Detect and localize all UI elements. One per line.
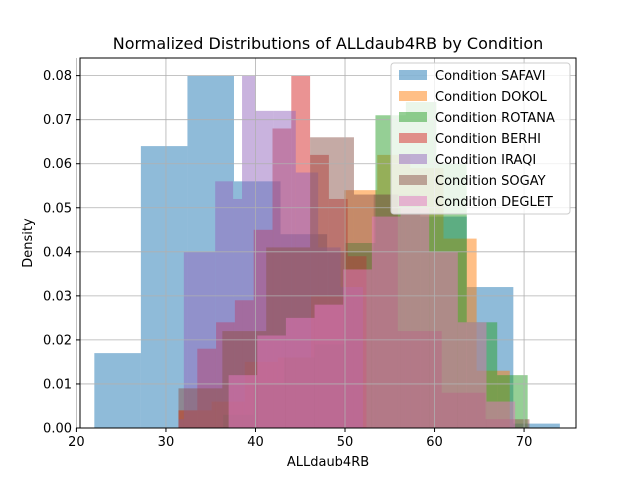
x-tick-label: 20	[68, 435, 85, 450]
histogram-bar	[257, 335, 286, 428]
histogram-bar	[371, 216, 401, 428]
histogram-bar	[457, 322, 487, 428]
legend-label: Condition SOGAY	[435, 174, 546, 189]
legend-label: Condition DEGLET	[435, 195, 553, 210]
histogram-bar	[486, 401, 516, 428]
histogram-bar	[343, 269, 372, 428]
x-axis-label: ALLdaub4RB	[287, 455, 369, 470]
y-tick-label: 0.00	[43, 422, 72, 437]
y-tick-label: 0.01	[43, 377, 72, 392]
y-axis-label: Density	[21, 218, 36, 268]
histogram-bar	[178, 388, 223, 428]
legend-label: Condition BERHI	[435, 132, 541, 147]
histogram-bar	[513, 423, 560, 428]
y-tick-label: 0.03	[43, 289, 72, 304]
legend: Condition SAFAVI Condition DOKOL Condition…	[390, 62, 571, 215]
histogram-bar	[285, 317, 315, 428]
legend-swatch	[399, 154, 427, 164]
legend-swatch	[399, 133, 427, 143]
histogram-bar	[400, 207, 430, 428]
histogram-bar	[94, 353, 141, 428]
legend-label: Condition ROTANA	[435, 111, 555, 126]
x-tick-label: 40	[247, 435, 264, 450]
chart-title: Normalized Distributions of ALLdaub4RB b…	[113, 34, 544, 53]
y-tick-label: 0.02	[43, 333, 72, 348]
x-tick-label: 60	[426, 435, 443, 450]
legend-swatch	[399, 112, 427, 122]
y-tick-label: 0.04	[43, 245, 72, 260]
y-tick-label: 0.07	[43, 113, 72, 128]
legend-swatch	[399, 70, 427, 80]
legend-swatch	[399, 196, 427, 206]
histogram-bar	[314, 304, 344, 428]
legend-swatch	[399, 175, 427, 185]
histogram-bar	[140, 146, 188, 428]
y-tick-label: 0.05	[43, 201, 72, 216]
x-tick-label: 50	[337, 435, 354, 450]
legend-box	[390, 62, 571, 215]
histogram-bars	[94, 75, 560, 429]
legend-label: Condition DOKOL	[435, 90, 547, 105]
legend-label: Condition IRAQI	[435, 153, 536, 168]
axis-ticks: 20 30 40 50 60 70 0.00 0.01 0.02 0.03 0.04 0.05 0.06…	[43, 69, 532, 450]
x-tick-label: 70	[516, 435, 533, 450]
x-tick-label: 30	[158, 435, 175, 450]
y-tick-label: 0.08	[43, 69, 72, 84]
histogram-bar	[228, 375, 258, 428]
y-tick-label: 0.06	[43, 157, 72, 172]
plot-frame	[79, 57, 577, 429]
histogram-bar	[233, 198, 243, 428]
legend-label: Condition SAFAVI	[435, 69, 546, 84]
legend-swatch	[399, 91, 427, 101]
